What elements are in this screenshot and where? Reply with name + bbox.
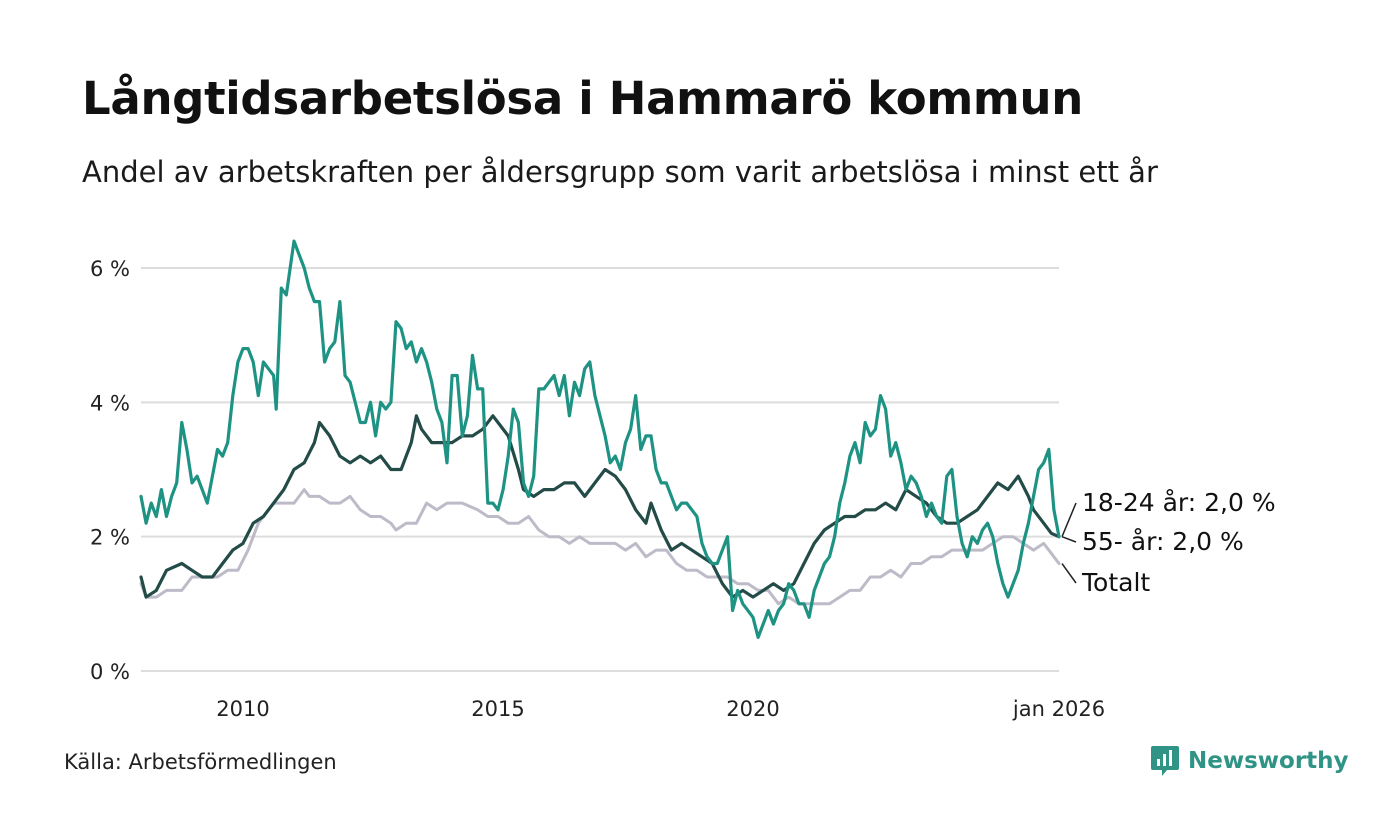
series-end-labels: Totalt 55- år: 2,0 % 18-24 år: 2,0 % [1061,488,1276,597]
gridlines [141,267,1059,672]
end-label-connector [1061,535,1077,543]
y-axis-ticks: 0 % 2 % 4 % 6 % [90,257,130,684]
newsworthy-logo-icon [1151,746,1179,776]
end-label-senior: 55- år: 2,0 % [1082,527,1244,556]
series-line-senior [139,414,1061,599]
y-tick-label: 0 % [90,660,130,684]
end-label-connector [1061,563,1077,584]
end-label-connector [1061,502,1077,537]
x-tick-label: 2020 [726,697,779,721]
chart-title: Långtidsarbetslösa i Hammarö kommun [82,72,1083,125]
source-note: Källa: Arbetsförmedlingen [64,750,337,774]
brand-logo[interactable]: Newsworthy [1150,744,1349,778]
end-label-youth: 18-24 år: 2,0 % [1082,488,1276,517]
x-tick-label: jan 2026 [1012,697,1105,721]
x-axis-ticks: 2010 2015 2020 jan 2026 [216,697,1105,721]
series-line-youth [139,239,1061,639]
y-tick-label: 2 % [90,526,130,550]
y-tick-label: 4 % [90,391,130,415]
x-tick-label: 2015 [471,697,524,721]
y-tick-label: 6 % [90,257,130,281]
x-tick-label: 2010 [216,697,269,721]
brand-name: Newsworthy [1188,748,1349,774]
series-line-total [139,488,1061,606]
series-lines [139,239,1061,639]
chart-subtitle: Andel av arbetskraften per åldersgrupp s… [82,155,1158,189]
end-label-total: Totalt [1081,568,1150,597]
